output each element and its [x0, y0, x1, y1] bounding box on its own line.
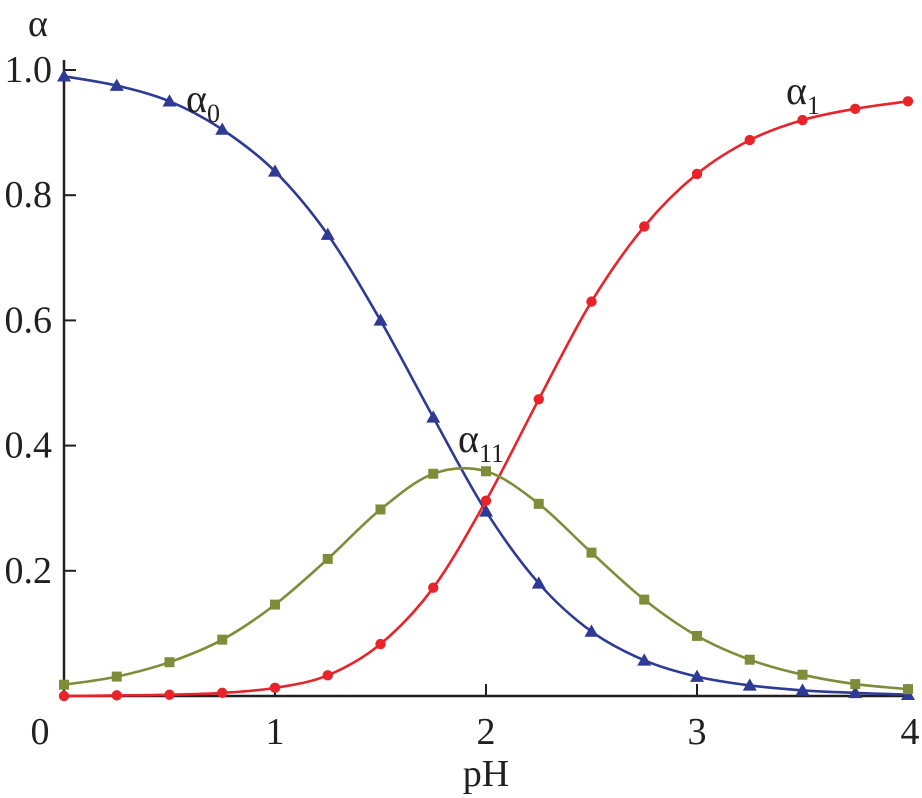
data-point-1 [428, 582, 439, 593]
data-point-0 [426, 410, 441, 423]
data-point-1 [58, 690, 70, 702]
data-point-11 [797, 669, 808, 680]
data-point-11 [164, 657, 175, 668]
data-point-11 [586, 547, 597, 558]
data-point-11 [639, 594, 650, 605]
data-point-11 [533, 498, 544, 509]
data-point-1 [797, 114, 808, 126]
x-tick-label: 4 [901, 711, 920, 753]
y-tick-label: 0.6 [5, 299, 53, 341]
data-point-11 [481, 466, 491, 477]
series-label-11: α11 [458, 416, 504, 468]
axes [62, 60, 910, 698]
x-tick-label: 1 [266, 711, 285, 753]
data-point-1 [111, 690, 122, 701]
data-point-0 [584, 624, 599, 637]
data-point-11 [744, 654, 755, 665]
series-group [57, 69, 915, 702]
data-point-1 [322, 670, 333, 681]
labels-group: 0 1 2 3 4 0.2 0.4 0.6 0.8 1.0 pH α α0 α1 α11 [5, 3, 920, 795]
data-point-0 [742, 678, 757, 691]
data-point-11 [428, 468, 439, 479]
data-point-11 [903, 684, 913, 695]
x-tick-label: 2 [477, 711, 496, 753]
data-point-1 [902, 96, 914, 107]
x-axis-label: pH [463, 753, 509, 795]
series-label-1: α1 [786, 68, 820, 120]
data-point-0 [848, 685, 863, 699]
data-point-0 [57, 69, 71, 82]
data-point-1 [639, 221, 650, 232]
y-tick-label: 0.4 [5, 425, 53, 467]
x-tick-label: 3 [688, 711, 707, 753]
y-axis-label: α [28, 3, 48, 45]
data-point-1 [691, 168, 703, 180]
data-point-0 [373, 313, 388, 326]
data-point-0 [637, 653, 652, 666]
data-point-1 [164, 689, 175, 700]
data-point-11 [111, 671, 122, 682]
data-point-1 [375, 638, 386, 650]
series-line-1 [63, 100, 909, 698]
data-point-11 [270, 599, 280, 610]
y-tick-label: 0.8 [5, 174, 53, 216]
data-point-1 [850, 103, 861, 115]
y-tick-label: 0.2 [5, 550, 53, 592]
data-point-0 [795, 683, 810, 696]
data-point-1 [269, 682, 281, 694]
data-point-0 [531, 576, 546, 589]
data-point-1 [480, 495, 492, 506]
data-point-0 [215, 122, 230, 135]
data-point-1 [744, 134, 755, 146]
series-label-0: α0 [186, 76, 220, 128]
series-line-0 [63, 75, 909, 696]
x-tick-label: 0 [31, 711, 50, 753]
data-point-1 [217, 687, 228, 699]
data-point-11 [375, 504, 386, 515]
data-point-0 [162, 94, 177, 107]
data-point-0 [109, 78, 124, 91]
data-point-11 [322, 553, 333, 564]
data-point-1 [533, 394, 544, 405]
data-point-0 [320, 227, 335, 240]
data-point-11 [850, 679, 861, 690]
data-point-1 [586, 296, 597, 307]
y-tick-label: 1.0 [5, 49, 53, 91]
data-point-0 [268, 164, 282, 177]
data-point-11 [692, 630, 702, 641]
data-point-11 [59, 679, 69, 690]
data-point-11 [217, 634, 228, 645]
data-point-0 [479, 504, 493, 517]
data-point-0 [690, 669, 704, 682]
